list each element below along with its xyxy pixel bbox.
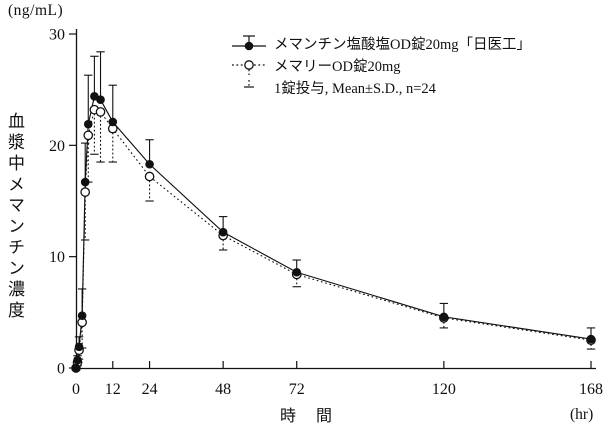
y-axis-unit-label: (ng/mL) (8, 2, 64, 19)
legend-row-reference-product: メマリーOD錠20mg (231, 54, 531, 76)
filled-circle-marker (145, 159, 154, 169)
open-circle-marker (144, 171, 155, 182)
x-tick-label: 12 (105, 381, 121, 398)
axes: 0 10 20 30 0 12 24 48 72 120 168 (49, 27, 603, 399)
filled-circle-marker (71, 363, 81, 373)
y-tick-label: 0 (57, 361, 65, 378)
filled-circle-marker (73, 355, 82, 365)
open-circle-dotted-line-icon (232, 60, 266, 75)
filled-circle-marker (83, 119, 93, 129)
filled-circle-marker (77, 311, 87, 320)
error-bars (73, 51, 596, 367)
legend-row-test-product: メマンチン塩酸塩OD錠20mg「日医工」 (231, 32, 531, 54)
filled-circle-marker (96, 95, 105, 104)
y-tick-label: 20 (49, 138, 65, 155)
x-tick-label: 120 (432, 381, 456, 398)
x-tick-label: 168 (579, 381, 603, 398)
legend-label-test-product: メマンチン塩酸塩OD錠20mg「日医工」 (274, 36, 531, 53)
legend-label-reference-product: メマリーOD錠20mg (274, 58, 401, 75)
filled-circle-solid-line-icon (232, 35, 266, 51)
filled-circle-marker (74, 342, 84, 352)
open-circle-marker (83, 130, 94, 141)
legend-label-note: 1錠投与, Mean±S.D., n=24 (274, 80, 436, 97)
x-axis-title: 時 間 (279, 408, 334, 425)
x-tick-label: 24 (142, 381, 158, 398)
markers-reference-product (71, 104, 596, 373)
filled-circle-marker (108, 117, 118, 127)
error-bar-cap-icon (244, 80, 254, 88)
filled-circle-marker (218, 227, 228, 237)
x-axis-unit-label: (hr) (570, 406, 594, 423)
x-tick-label: 0 (72, 381, 80, 398)
y-axis-title: 血漿中メマンチン濃度 (5, 112, 24, 322)
x-tick-label: 72 (289, 381, 305, 398)
y-tick-label: 10 (49, 249, 65, 266)
markers-test-product (71, 92, 596, 373)
filled-circle-marker (439, 312, 449, 322)
series-lines (75, 95, 592, 369)
legend-row-note: 1錠投与, Mean±S.D., n=24 (231, 76, 531, 98)
filled-circle-marker (292, 267, 302, 277)
chart-legend: メマンチン塩酸塩OD錠20mg「日医工」 メマリーOD錠20mg 1錠投与, M… (231, 32, 531, 98)
filled-circle-marker (586, 334, 596, 344)
open-circle-marker (95, 107, 106, 117)
line-reference-product (75, 108, 592, 369)
x-tick-label: 48 (215, 381, 231, 398)
open-circle-marker (80, 187, 91, 197)
filled-circle-marker (80, 177, 90, 187)
y-tick-label: 30 (49, 27, 65, 44)
line-test-product (75, 95, 592, 369)
